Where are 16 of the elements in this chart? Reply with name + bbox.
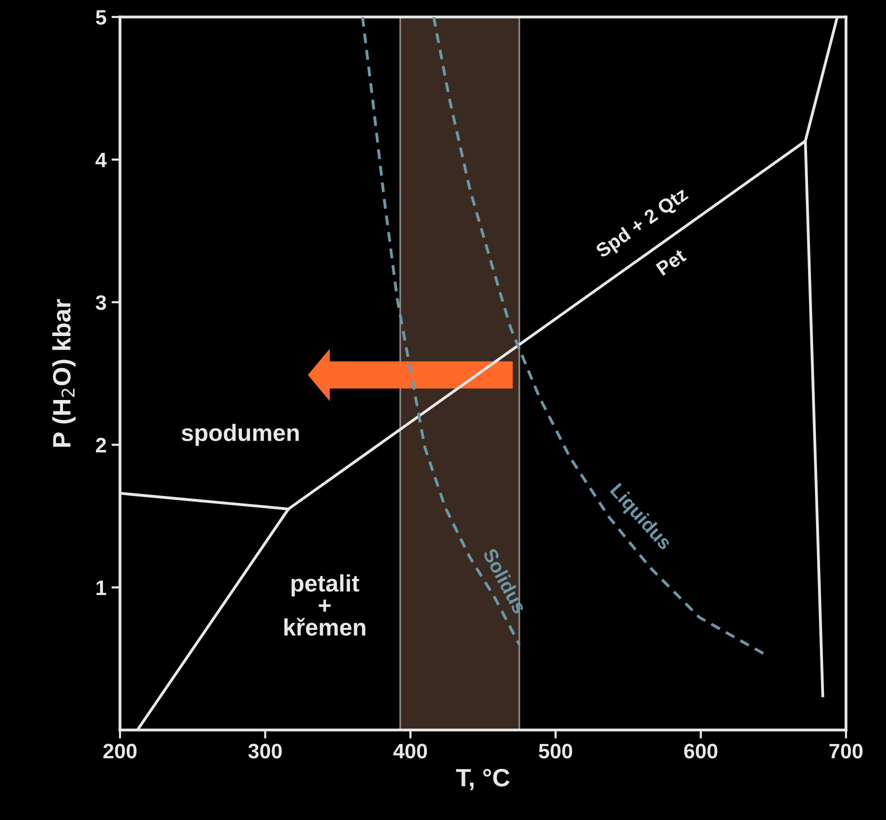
x-axis-title: T, °C (456, 768, 510, 790)
annotation: spodumen (182, 424, 299, 446)
y-axis-title: P (H$_{2}$O) kbar (52, 299, 76, 447)
x-tick-label: 700 (830, 744, 863, 758)
x-tick-label: 200 (103, 744, 137, 758)
y-tick-label: 2 (96, 438, 106, 452)
y-tick-label: 1 (96, 580, 106, 595)
annotation: Pet (656, 248, 687, 276)
annotation: petalit + křemen (284, 574, 366, 636)
y-tick-label: 4 (96, 152, 107, 168)
x-tick-label: 400 (393, 744, 427, 758)
y-tick-label: 5 (96, 10, 106, 25)
y-tick-label: 3 (96, 295, 106, 310)
x-tick-label: 500 (538, 744, 572, 758)
x-tick-label: 600 (684, 744, 718, 758)
x-tick-label: 300 (248, 744, 282, 759)
